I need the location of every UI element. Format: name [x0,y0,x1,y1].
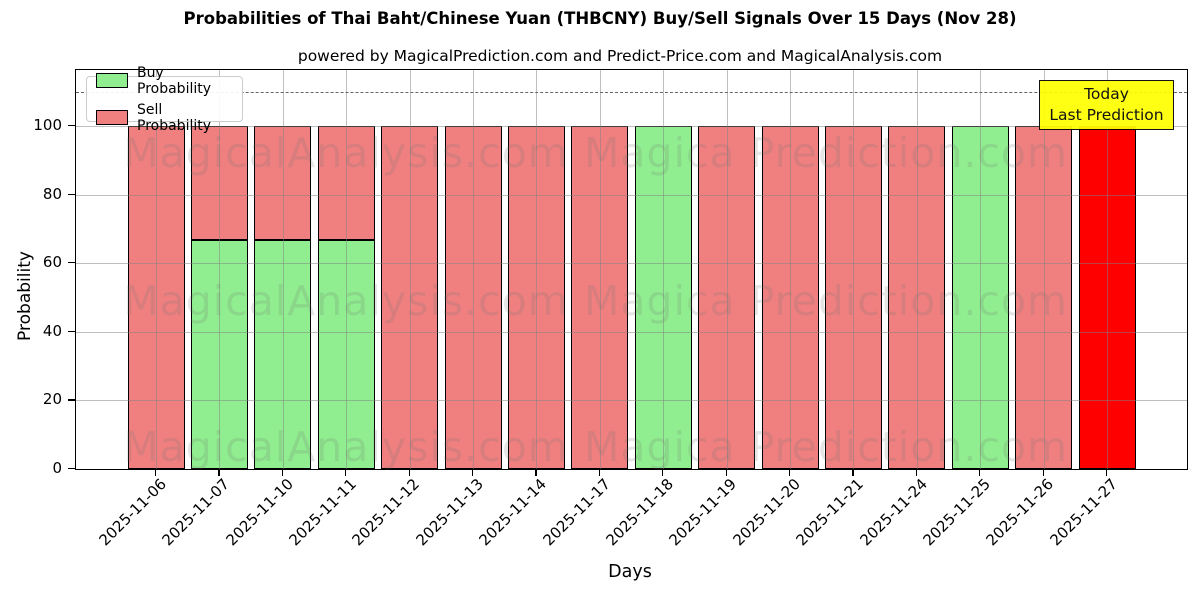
y-tick-0 [68,468,75,470]
x-tick-2025-11-25 [979,469,981,476]
x-tick-label-2025-11-19: 2025-11-19 [665,475,741,550]
buy-probability-swatch-icon [96,73,128,88]
x-tick-2025-11-13 [472,469,474,476]
gridline-v-2025-11-17 [599,70,601,469]
sell-probability-swatch-icon [96,110,128,125]
y-tick-80 [68,193,75,195]
chart-title: Probabilities of Thai Baht/Chinese Yuan … [183,9,1017,28]
gridline-v-2025-11-27 [1107,70,1108,469]
x-tick-2025-11-19 [725,469,727,476]
x-tick-label-2025-11-25: 2025-11-25 [919,475,994,550]
gridline-v-2025-11-21 [853,70,855,469]
x-tick-label-2025-11-10: 2025-11-10 [222,475,297,550]
x-axis-label: Days [608,562,652,582]
gridline-v-2025-11-24 [916,70,918,469]
x-tick-2025-11-26 [1042,469,1044,476]
x-tick-2025-11-21 [852,469,854,476]
dashed-threshold-line [76,91,1187,93]
watermark-text: MagicalAnalysis.com [123,277,569,325]
gridline-v-2025-11-26 [1043,70,1045,469]
today-annotation-line2: Last Prediction [1049,106,1164,124]
gridline-v-2025-11-06 [156,70,157,469]
x-tick-label-2025-11-20: 2025-11-20 [729,475,804,550]
legend: Buy Probability Sell Probability [86,65,243,134]
watermark-text: MagicalAnalysis.com [123,129,569,177]
gridline-h-40 [76,331,1187,333]
y-tick-40 [68,330,75,333]
x-tick-label-2025-11-17: 2025-11-17 [539,475,614,550]
watermark-text: Magica Prediction.com [584,277,1068,325]
x-tick-2025-11-20 [789,469,791,476]
y-tick-label-0: 0 [52,459,62,477]
gridline-v-2025-11-13 [473,70,474,469]
chart-subtitle: powered by MagicalPrediction.com and Pre… [297,47,943,65]
legend-item-sell: Sell Probability [96,102,233,134]
gridline-v-2025-11-07 [219,70,221,469]
today-annotation-line1: Today [1084,85,1129,103]
x-tick-2025-11-18 [662,469,664,476]
x-tick-2025-11-17 [598,469,601,476]
watermark-text: MagicalAnalysis.com [123,423,569,471]
x-tick-label-2025-11-13: 2025-11-13 [412,475,487,550]
x-tick-2025-11-24 [915,469,918,476]
plot-area: MagicalAnalysis.com Magica Prediction.com… [75,69,1188,471]
gridline-v-2025-11-11 [346,70,348,469]
gridline-v-2025-11-20 [790,70,791,469]
y-tick-label-80: 80 [42,184,62,203]
gridline-v-2025-11-18 [663,70,665,469]
x-tick-2025-11-12 [408,469,410,476]
x-tick-label-2025-11-26: 2025-11-26 [982,475,1058,550]
y-tick-60 [68,262,75,264]
y-tick-20 [68,399,75,401]
y-tick-label-100: 100 [33,116,62,134]
y-tick-100 [68,125,75,127]
y-tick-label-20: 20 [42,390,62,409]
x-tick-label-2025-11-12: 2025-11-12 [348,475,424,550]
gridline-h-60 [76,263,1187,265]
gridline-v-2025-11-12 [409,70,411,469]
x-tick-2025-11-27 [1106,469,1108,476]
x-tick-label-2025-11-11: 2025-11-11 [285,475,360,550]
x-tick-label-2025-11-27: 2025-11-27 [1046,475,1121,550]
gridline-h-100 [76,126,1187,127]
x-tick-label-2025-11-24: 2025-11-24 [856,475,931,550]
x-tick-label-2025-11-06: 2025-11-06 [95,475,170,550]
x-tick-label-2025-11-14: 2025-11-14 [475,475,551,550]
watermark-text: Magica Prediction.com [584,423,1068,471]
x-tick-2025-11-06 [155,469,157,476]
x-tick-label-2025-11-18: 2025-11-18 [602,475,677,550]
watermark-text: Magica Prediction.com [584,129,1068,177]
today-annotation: Today Last Prediction [1039,80,1174,130]
x-tick-2025-11-07 [218,469,220,476]
x-tick-2025-11-11 [345,469,347,476]
x-tick-2025-11-14 [535,469,537,476]
gridline-v-2025-11-19 [726,70,728,469]
y-tick-label-40: 40 [42,321,62,340]
x-tick-label-2025-11-07: 2025-11-07 [158,475,234,550]
gridline-h-80 [76,194,1187,196]
y-tick-label-60: 60 [42,253,62,272]
gridline-v-2025-11-25 [980,70,982,469]
legend-buy-label: Buy Probability [137,64,212,97]
gridline-v-2025-11-14 [536,70,538,469]
x-tick-label-2025-11-21: 2025-11-21 [792,475,868,550]
legend-item-buy: Buy Probability [96,65,233,97]
gridline-v-2025-11-10 [282,70,284,469]
gridline-h-20 [76,400,1187,402]
legend-sell-label: Sell Probability [137,101,212,134]
x-tick-2025-11-10 [281,469,284,476]
